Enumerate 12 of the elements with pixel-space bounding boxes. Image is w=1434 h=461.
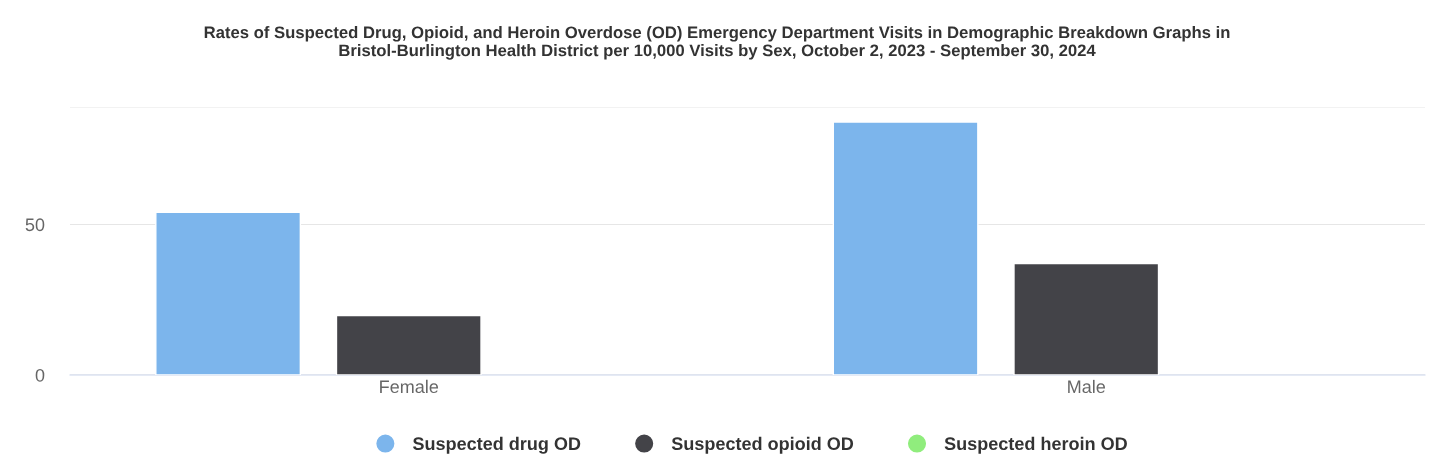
legend-label: Suspected drug OD <box>412 436 581 454</box>
y-tick-label: 50 <box>25 218 45 232</box>
bar <box>1013 262 1160 375</box>
legend-label: Suspected heroin OD <box>944 436 1127 454</box>
chart-title: Rates of Suspected Drug, Opioid, and Heroin Overdose (OD) Emergency Department Visits in Demographic Breakdown Graphs in Bristol-Burlington Health District per 10,000 Visits by Sex, October 2, 2023 - September 30, 2024 <box>204 26 1230 60</box>
legend-label: Suspected opioid OD <box>671 436 854 454</box>
y-tick-label: 0 <box>35 368 45 382</box>
x-tick-label: Female <box>380 379 439 394</box>
bar <box>335 314 482 375</box>
x-tick-label: Male <box>1068 379 1106 394</box>
bar <box>832 121 979 375</box>
bar <box>155 211 302 375</box>
